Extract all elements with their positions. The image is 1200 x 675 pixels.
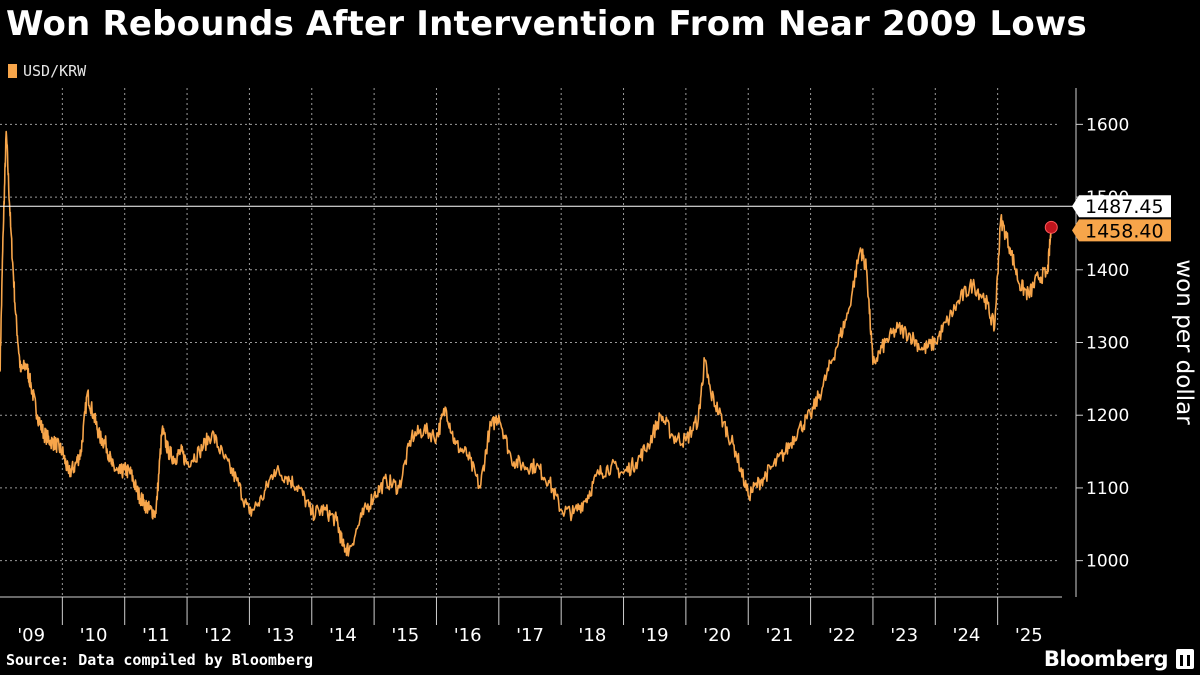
bloomberg-logo: Bloomberg: [1043, 647, 1169, 671]
label-1487-text: 1487.45: [1085, 196, 1164, 218]
y-tick-label: 1000: [1086, 552, 1129, 572]
legend-swatch: [8, 64, 17, 78]
y-tick-label: 1300: [1086, 334, 1129, 354]
x-tick-label: '14: [329, 625, 357, 646]
grid: [0, 88, 1060, 597]
y-tick-label: 1400: [1086, 261, 1129, 281]
legend: USD/KRW: [8, 62, 86, 80]
last-value-marker: [1044, 220, 1058, 234]
label-1487: 1487.45: [1072, 195, 1171, 218]
label-1458-box: [1072, 219, 1171, 242]
y-axis-label: won per dollar: [1171, 259, 1197, 425]
legend-label: USD/KRW: [23, 62, 87, 80]
x-tick-label: '21: [765, 625, 793, 646]
x-tick-label: '22: [828, 625, 856, 646]
label-1458: 1458.40: [1072, 219, 1171, 242]
y-tick-label: 1200: [1086, 406, 1129, 426]
x-tick-label: '24: [953, 625, 981, 646]
x-tick-label: '10: [80, 625, 108, 646]
x-tick-label: '16: [454, 625, 482, 646]
x-axis: '09 '10 '11 '12 '13 '14 '15 '16 '17 '18 '19 '20 '21 '…: [0, 596, 1062, 646]
x-tick-label: '11: [142, 625, 170, 646]
x-tick-label: '12: [204, 625, 232, 646]
x-tick-label: '18: [578, 625, 606, 646]
x-tick-label: '20: [703, 625, 731, 646]
x-tick-label: '15: [391, 625, 419, 646]
label-1458-text: 1458.40: [1085, 220, 1164, 242]
label-1487-box: [1072, 195, 1171, 218]
x-tick-label: '17: [516, 625, 544, 646]
series-line-usd-krw: [0, 130, 1053, 557]
x-tick-label: '19: [641, 625, 669, 646]
bloomberg-app-icon: [1176, 649, 1194, 669]
x-tick-label: '25: [1015, 625, 1043, 646]
chart-title: Won Rebounds After Intervention From Nea…: [6, 4, 1087, 44]
x-tick-label: '23: [890, 625, 918, 646]
y-tick-label: 1100: [1086, 479, 1129, 499]
x-tick-label: '09: [17, 625, 45, 646]
x-tick-label: '13: [267, 625, 295, 646]
y-axis: 1000110012001300140015001600: [1075, 88, 1129, 597]
y-tick-label: 1600: [1086, 115, 1129, 135]
source-note: Source: Data compiled by Bloomberg: [6, 651, 314, 669]
